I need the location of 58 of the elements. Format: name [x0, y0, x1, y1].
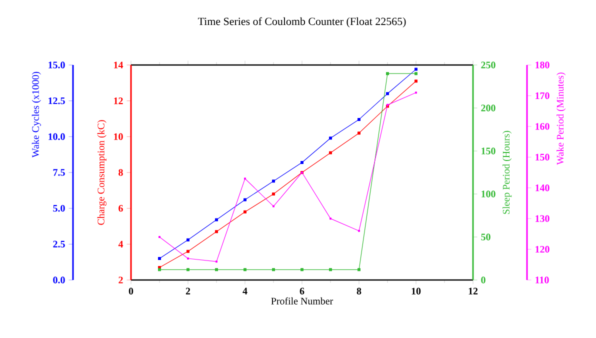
- y2-tick-label: 10: [114, 133, 123, 140]
- y-axis-title: Wake Period (Minutes): [556, 72, 566, 165]
- point: [300, 160, 304, 164]
- y-tick-label: 170: [536, 92, 550, 100]
- y-tick-label: 160: [536, 123, 550, 130]
- y3-tick-label: 0: [481, 276, 486, 284]
- x-tick-label: 6: [300, 288, 304, 294]
- y-tick-label: 5.0: [53, 204, 65, 212]
- y2-tick-label: 14: [114, 62, 124, 68]
- y-tick-label: 10.0: [48, 133, 65, 140]
- y-tick-label: 180: [536, 62, 550, 68]
- y-tick-label: 120: [536, 246, 550, 253]
- y2-axis-title: Charge Consumption (kC): [97, 120, 106, 225]
- x-tick-label: 0: [128, 288, 134, 294]
- point: [244, 198, 246, 202]
- y2-tick-label: 8: [118, 169, 123, 176]
- chart-title: Time Series of Coulomb Counter (Float 22565): [198, 17, 406, 28]
- point: [215, 230, 218, 234]
- y2-tick-label: 4: [118, 240, 124, 248]
- y-axis-title: Wake Cycles (x1000): [32, 72, 41, 158]
- point: [329, 151, 332, 154]
- point: [414, 68, 418, 71]
- point: [244, 210, 246, 214]
- y2-tick-label: 2: [118, 276, 123, 284]
- y3-tick-label: 200: [481, 104, 496, 112]
- point: [386, 92, 389, 96]
- x-axis-title: Profile Number: [271, 297, 334, 304]
- y-tick-label: 2.5: [53, 240, 65, 248]
- point: [414, 80, 418, 83]
- x-tick-label: 4: [242, 288, 248, 294]
- y3-axis-title: Sleep Period (Hours): [502, 130, 512, 214]
- point: [186, 250, 190, 253]
- y3-tick-label: 150: [482, 148, 496, 154]
- y-tick-label: 140: [536, 184, 550, 192]
- y3-tick-label: 250: [481, 62, 496, 68]
- x-tick-label: 2: [186, 288, 190, 294]
- y-tick-label: 150: [536, 154, 550, 160]
- y-tick-label: 0.0: [53, 276, 65, 284]
- y2-tick-label: 6: [118, 204, 123, 212]
- x-tick-label: 8: [356, 288, 362, 294]
- y-tick-label: 130: [536, 215, 550, 222]
- y-tick-label: 12.5: [48, 97, 65, 104]
- point: [272, 192, 275, 196]
- y-tick-label: 110: [536, 276, 549, 284]
- point: [158, 257, 161, 260]
- point: [215, 218, 218, 222]
- y3-tick-label: 50: [481, 234, 490, 240]
- point: [272, 180, 275, 183]
- point: [358, 118, 360, 121]
- y3-tick-label: 100: [482, 190, 496, 198]
- y-tick-label: 7.5: [53, 169, 65, 176]
- y-tick-label: 15.0: [48, 62, 65, 68]
- point: [329, 136, 332, 140]
- point: [186, 238, 190, 242]
- point: [358, 132, 360, 135]
- x-tick-label: 12: [468, 288, 478, 294]
- y2-tick-label: 12: [114, 98, 123, 104]
- x-tick-label: 10: [412, 288, 421, 294]
